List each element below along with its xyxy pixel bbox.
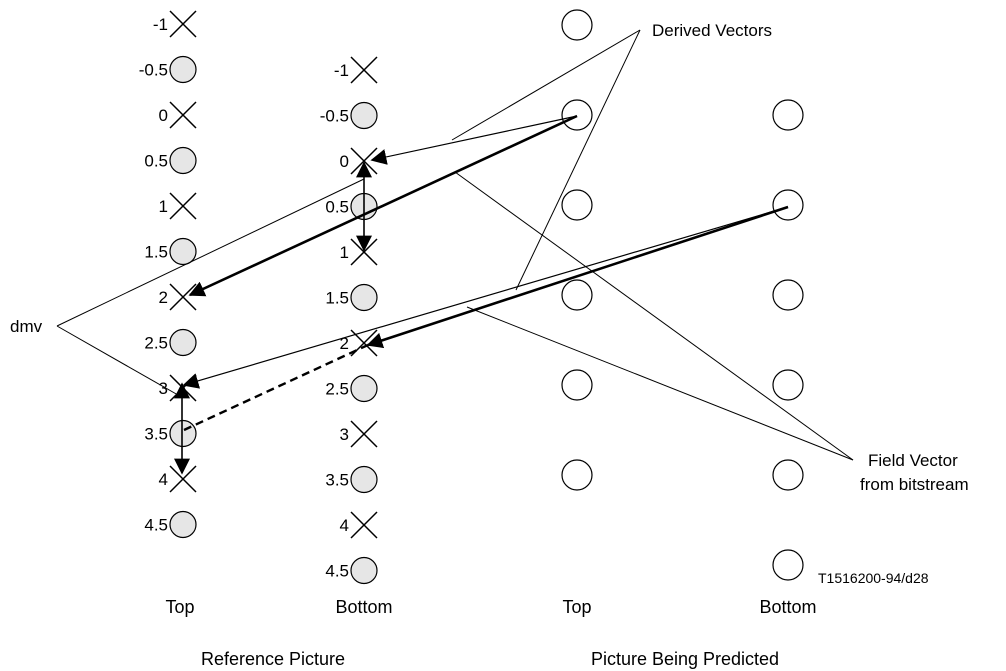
sample-position-label: 4 xyxy=(340,516,349,535)
predicted-top-sample xyxy=(561,459,593,491)
sample-position-label: -1 xyxy=(153,15,168,34)
sample-position-label: 0.5 xyxy=(144,152,168,171)
sample-position-label: 2 xyxy=(340,334,349,353)
predicted-top-field-column xyxy=(561,9,593,491)
predicted-bottom-sample xyxy=(772,99,804,131)
sample-position-label: 0.5 xyxy=(325,198,349,217)
field-vector-top xyxy=(188,114,578,297)
predicted-top-sample xyxy=(561,99,593,131)
reference-bottom-field-column: -1 -0.5 0 0.5 1 1.5 2 2.5 3 3.5 4 4.5 xyxy=(320,56,378,585)
dmv-callout-lines xyxy=(56,178,365,396)
circle-sample-icon xyxy=(169,237,197,266)
circle-sample-icon xyxy=(169,510,197,539)
reference-top-field-column: -1 -0.5 0 0.5 1 1.5 2 2.5 3 3.5 4 4.5 xyxy=(139,10,197,539)
cross-sample-icon xyxy=(169,10,197,38)
circle-sample-icon xyxy=(169,419,197,448)
sample-position-label: 1 xyxy=(340,243,349,262)
sample-position-label: 1.5 xyxy=(325,289,349,308)
predicted-bottom-sample xyxy=(772,369,804,401)
cross-sample-icon xyxy=(350,56,378,84)
circle-sample-icon xyxy=(169,328,197,357)
predicted-top-sample xyxy=(561,9,593,41)
field-vector-callout-lines xyxy=(454,171,854,461)
derived-vectors xyxy=(182,115,789,389)
dmv-arrows xyxy=(174,161,372,475)
predicted-top-sample xyxy=(561,189,593,221)
field-vectors xyxy=(188,114,789,349)
predicted-top-sample xyxy=(561,279,593,311)
sample-position-label: 3.5 xyxy=(325,471,349,490)
sample-position-label: 2.5 xyxy=(325,380,349,399)
sample-position-label: -1 xyxy=(334,61,349,80)
reference-bottom-label: Bottom xyxy=(335,597,392,617)
dashed-prediction-vector xyxy=(183,343,369,432)
circle-sample-icon xyxy=(350,556,378,585)
predicted-bottom-sample xyxy=(772,549,804,581)
predicted-bottom-sample xyxy=(772,279,804,311)
predicted-bottom-sample xyxy=(772,189,804,221)
predicted-bottom-sample xyxy=(772,459,804,491)
circle-sample-icon xyxy=(169,55,197,84)
cross-sample-icon xyxy=(350,238,378,266)
circle-sample-icon xyxy=(350,101,378,130)
circle-sample-icon xyxy=(350,465,378,494)
sample-position-label: 2.5 xyxy=(144,334,168,353)
sample-position-label: 1.5 xyxy=(144,243,168,262)
sample-position-label: 4.5 xyxy=(144,516,168,535)
sample-position-label: 2 xyxy=(159,288,168,307)
figure-id: T1516200-94/d28 xyxy=(818,570,929,586)
sample-position-label: 1 xyxy=(159,197,168,216)
predicted-bottom-field-column xyxy=(772,99,804,581)
cross-sample-icon xyxy=(350,511,378,539)
cross-sample-icon xyxy=(169,374,197,402)
derived-vector-top-to-0 xyxy=(370,115,578,165)
predicted-top-sample xyxy=(561,369,593,401)
predicted-picture-title: Picture Being Predicted xyxy=(591,649,779,669)
cross-sample-icon xyxy=(169,192,197,220)
circle-sample-icon xyxy=(350,374,378,403)
circle-sample-icon xyxy=(350,283,378,312)
sample-position-label: 3 xyxy=(340,425,349,444)
derived-vector-bottom-to-3 xyxy=(182,206,789,389)
cross-sample-icon xyxy=(169,101,197,129)
cross-sample-icon xyxy=(169,465,197,493)
cross-sample-icon xyxy=(350,420,378,448)
derived-vectors-label: Derived Vectors xyxy=(652,21,772,40)
dmv-label: dmv xyxy=(10,317,43,336)
sample-position-label: -0.5 xyxy=(320,107,349,126)
circle-sample-icon xyxy=(169,146,197,175)
predicted-top-label: Top xyxy=(562,597,591,617)
reference-top-label: Top xyxy=(165,597,194,617)
field-vector-label-line1: Field Vector xyxy=(868,451,958,470)
sample-position-label: 3.5 xyxy=(144,425,168,444)
sample-position-label: 4 xyxy=(159,470,168,489)
predicted-bottom-label: Bottom xyxy=(759,597,816,617)
sample-position-label: 0 xyxy=(340,152,349,171)
sample-position-label: -0.5 xyxy=(139,61,168,80)
cross-sample-icon xyxy=(169,283,197,311)
sample-position-label: 4.5 xyxy=(325,562,349,581)
field-vector-label-line2: from bitstream xyxy=(860,475,969,494)
field-vector-bottom xyxy=(366,205,789,349)
derived-vectors-callout-lines xyxy=(451,29,641,291)
sample-position-label: 3 xyxy=(159,379,168,398)
reference-picture-title: Reference Picture xyxy=(201,649,345,669)
sample-position-label: 0 xyxy=(159,106,168,125)
